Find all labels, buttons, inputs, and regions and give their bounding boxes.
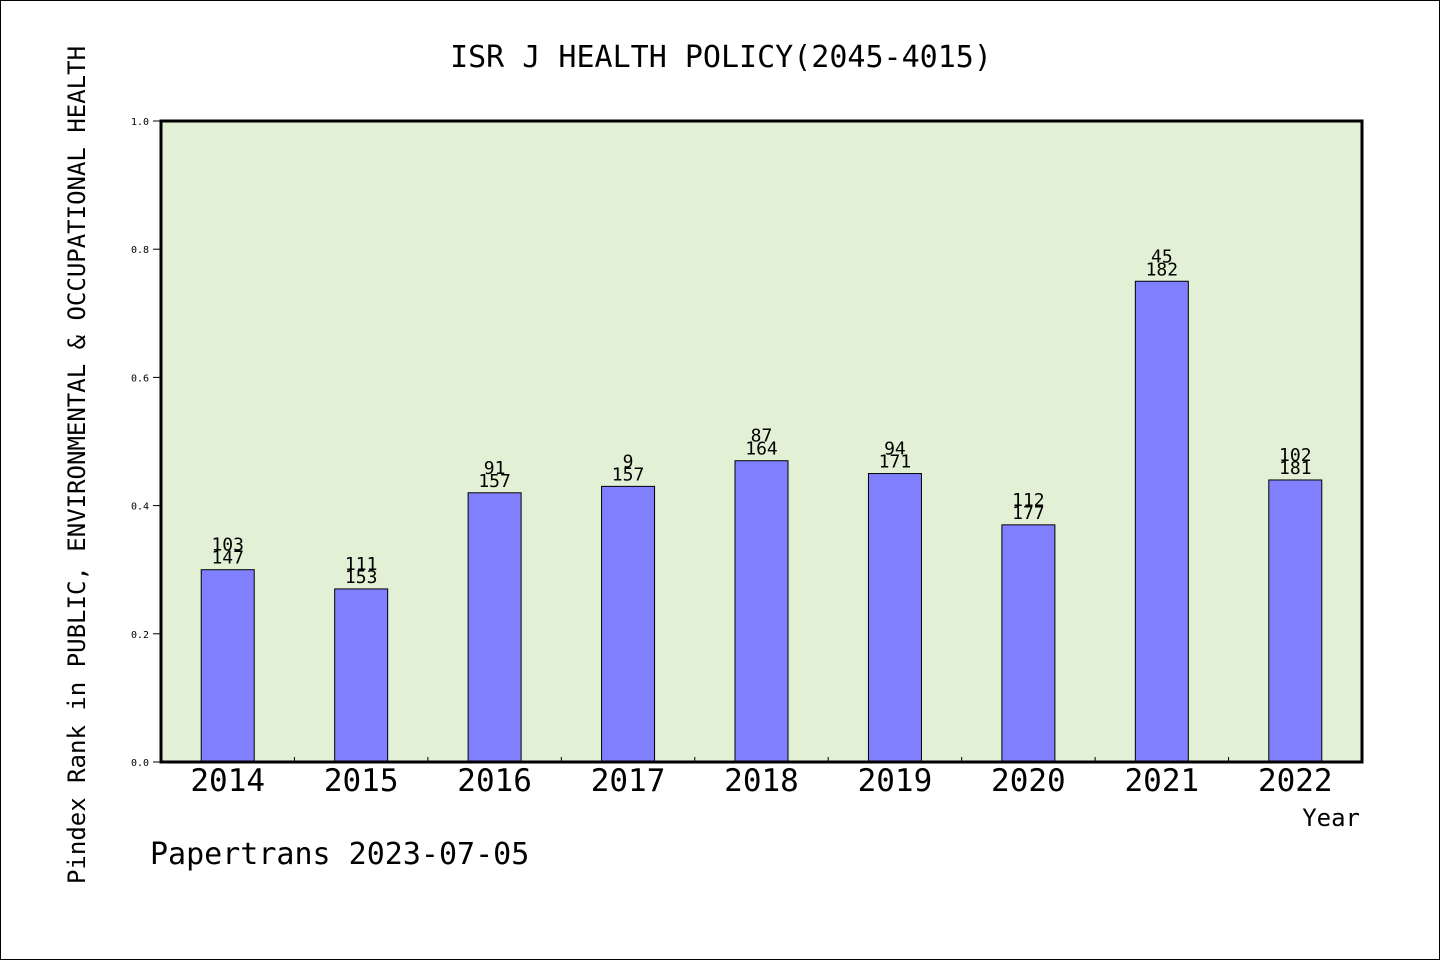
bar-rank-label: 91 <box>484 458 506 479</box>
y-axis-ticks: 0.0 0.2 0.4 0.6 0.8 1.0 <box>131 117 161 769</box>
footer-credit: Papertrans 2023-07-05 <box>150 837 529 872</box>
bar-rank-label: 102 <box>1279 445 1312 466</box>
bar-rank-label: 103 <box>211 535 244 556</box>
x-tick-label: 2017 <box>591 763 666 799</box>
x-tick-label: 2015 <box>324 763 399 799</box>
bar-2022 <box>1268 479 1323 763</box>
x-axis-label: Year <box>1302 804 1360 832</box>
bar-total-label: 153 <box>345 567 378 588</box>
y-tick-label: 0.4 <box>131 502 149 513</box>
y-tick-label: 0.6 <box>131 373 149 384</box>
x-tick-label: 2022 <box>1258 763 1333 799</box>
plot-frame <box>159 119 1364 764</box>
x-tick-label: 2016 <box>457 763 532 799</box>
bar-2020 <box>1001 524 1056 763</box>
bar-2017 <box>601 485 656 763</box>
x-tick-label: 2021 <box>1125 763 1200 799</box>
bar-total-label: 147 <box>211 548 244 569</box>
bar-2019 <box>867 473 922 763</box>
y-axis-label: Pindex Rank in PUBLIC, ENVIRONMENTAL & O… <box>63 46 91 884</box>
x-axis-ticks: 2014 2015 2016 2017 2018 2019 2020 2021 2022 <box>190 757 1333 799</box>
bar-rank-label: 45 <box>1151 246 1173 267</box>
bar-2014 <box>200 569 255 763</box>
bar-total-label: 181 <box>1279 458 1312 479</box>
y-tick-label: 0.0 <box>131 758 149 769</box>
bar-total-label: 177 <box>1012 503 1045 524</box>
x-tick-label: 2019 <box>858 763 933 799</box>
bar-rank-label: 111 <box>345 554 378 575</box>
bar-2016 <box>467 492 522 763</box>
bar-total-label: 171 <box>879 452 912 473</box>
bar-total-label: 164 <box>745 439 778 460</box>
bar-total-label: 157 <box>478 471 511 492</box>
bar-rank-label: 9 <box>623 451 634 472</box>
x-tick-label: 2014 <box>190 763 265 799</box>
x-tick-label: 2020 <box>991 763 1066 799</box>
bar-total-label: 182 <box>1146 259 1179 280</box>
bar-rank-label: 94 <box>884 439 906 460</box>
y-tick-label: 0.8 <box>131 245 149 256</box>
chart-title: ISR J HEALTH POLICY(2045-4015) <box>450 40 992 75</box>
bar-total-label: 157 <box>612 464 645 485</box>
x-tick-label: 2018 <box>724 763 799 799</box>
bar-rank-label: 87 <box>751 426 773 447</box>
bar-2015 <box>334 588 389 763</box>
y-tick-label: 1.0 <box>131 117 149 128</box>
y-tick-label: 0.2 <box>131 630 149 641</box>
bar-2021 <box>1134 280 1189 763</box>
bar-rank-label: 112 <box>1012 490 1045 511</box>
bar-2018 <box>734 460 789 763</box>
